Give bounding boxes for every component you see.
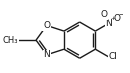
Text: −: −: [119, 12, 123, 17]
Text: CH₃: CH₃: [2, 36, 18, 45]
Text: +: +: [110, 16, 115, 21]
Text: N: N: [43, 50, 50, 59]
Text: O: O: [43, 21, 50, 30]
Text: N: N: [105, 19, 112, 28]
Text: O: O: [100, 10, 107, 19]
Text: Cl: Cl: [109, 52, 118, 61]
Text: O: O: [114, 14, 121, 23]
